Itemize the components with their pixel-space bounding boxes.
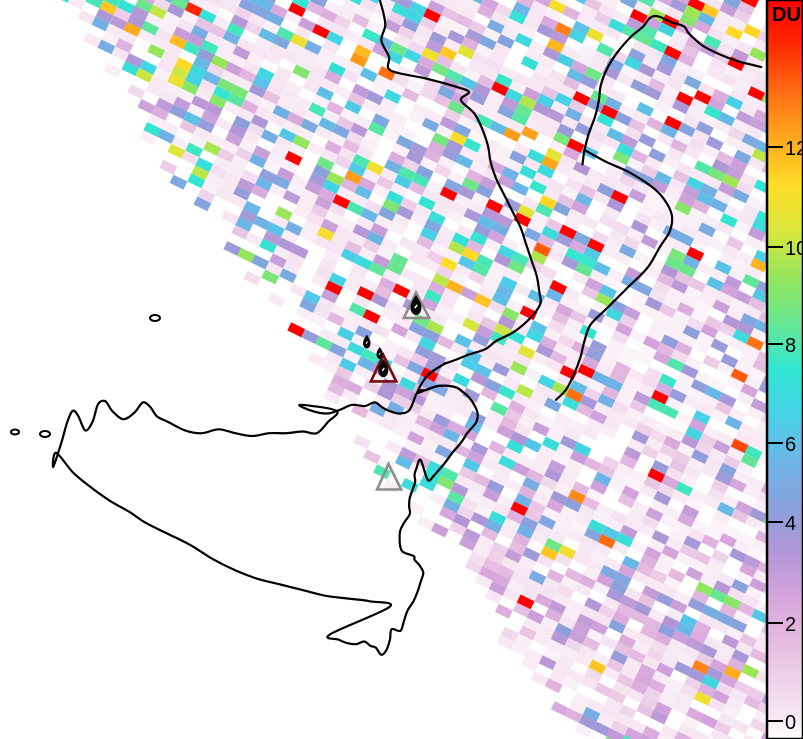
svg-text:2: 2 [785,614,796,636]
svg-text:4: 4 [785,513,796,535]
svg-text:6: 6 [785,434,796,456]
svg-text:10: 10 [785,238,803,260]
svg-text:DU: DU [772,4,801,26]
svg-text:12: 12 [785,138,803,160]
svg-text:0: 0 [785,712,796,734]
svg-text:8: 8 [785,335,796,357]
